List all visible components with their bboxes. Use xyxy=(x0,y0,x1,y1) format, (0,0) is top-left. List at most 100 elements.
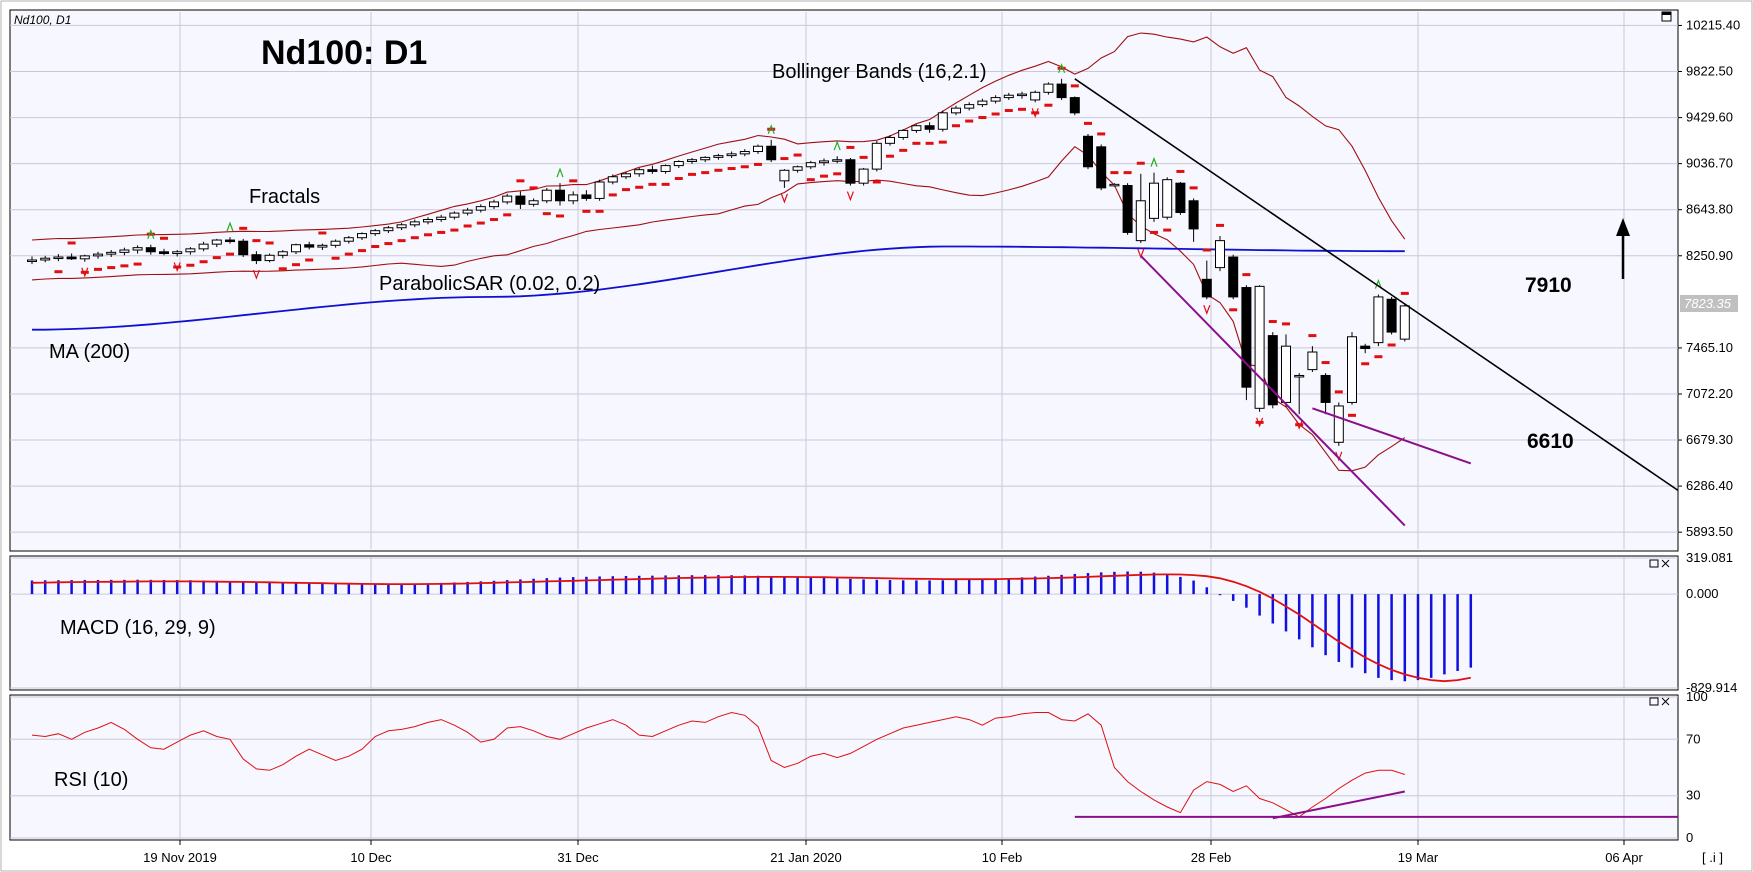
candle-body xyxy=(1162,179,1173,218)
rsi-tick-label: 70 xyxy=(1686,731,1700,746)
candle-body xyxy=(53,256,64,260)
macd-label: MACD (16, 29, 9) xyxy=(60,617,216,639)
candle-body xyxy=(1201,278,1212,298)
candle-body xyxy=(409,221,420,226)
fractal-up-marker xyxy=(1150,156,1158,167)
price-axis: 10215.40 9822.50 9429.60 9036.70 8643.80 8250… xyxy=(1678,17,1740,539)
date-tick-label: 19 Nov 2019 xyxy=(143,850,217,865)
candle-body xyxy=(792,166,803,171)
date-tick-label: 10 Feb xyxy=(982,850,1022,865)
candle-body xyxy=(27,259,37,262)
candle-body xyxy=(819,160,829,164)
candles xyxy=(27,78,1410,446)
trend-lines xyxy=(1074,78,1679,527)
candle-body xyxy=(687,159,697,162)
candle-body xyxy=(1175,182,1186,213)
symbol-label: Nd100, D1 xyxy=(14,13,71,27)
bollinger-label: Bollinger Bands (16,2.1) xyxy=(772,61,987,83)
candle-body xyxy=(964,104,975,109)
scroll-to-end-icon[interactable]: [ .i ] xyxy=(1702,850,1723,865)
bollinger-upper xyxy=(31,32,1406,241)
candle-body xyxy=(304,244,315,248)
macd-window-controls-icon[interactable] xyxy=(1649,559,1670,568)
candle-body xyxy=(106,251,117,255)
candle-body xyxy=(1241,287,1252,388)
channel-line-upper xyxy=(1312,407,1472,465)
candle-body xyxy=(317,244,328,248)
price-tick-label: 7072.20 xyxy=(1686,386,1733,401)
candle-body xyxy=(1003,94,1014,99)
candle-body xyxy=(1281,345,1291,403)
candle-body xyxy=(753,145,763,153)
candle-body xyxy=(291,244,301,253)
candle-body xyxy=(1360,345,1371,350)
candle-body xyxy=(634,169,645,175)
candle-body xyxy=(1215,240,1225,269)
candle-body xyxy=(1188,200,1199,230)
candle-body xyxy=(528,200,539,205)
candle-body xyxy=(660,165,671,172)
candle-body xyxy=(330,240,341,246)
candle-body xyxy=(977,100,988,106)
candle-body xyxy=(1109,183,1120,187)
candle-body xyxy=(1254,285,1265,409)
up-arrow-icon xyxy=(1616,218,1630,279)
maximize-icon[interactable] xyxy=(1661,11,1672,22)
candle-body xyxy=(726,153,737,157)
candle-body xyxy=(238,240,249,256)
rsi-label: RSI (10) xyxy=(54,769,128,791)
candle-body xyxy=(990,97,1001,102)
rsi-tick-label: 0 xyxy=(1686,830,1693,845)
fractals-label: Fractals xyxy=(249,186,320,208)
fractal-down-marker xyxy=(252,269,260,280)
rsi-panel xyxy=(9,694,1679,841)
rsi-window-controls-icon[interactable] xyxy=(1649,697,1670,706)
candle-body xyxy=(225,239,235,243)
svg-text:[ .i ]: [ .i ] xyxy=(1702,850,1723,865)
candle-body xyxy=(462,209,473,214)
date-tick-label: 28 Feb xyxy=(1191,850,1231,865)
candle-body xyxy=(40,257,51,261)
candle-body xyxy=(132,247,143,251)
fractal-down-marker xyxy=(846,191,854,202)
candle-body xyxy=(1122,185,1133,233)
candle-body xyxy=(1307,351,1318,371)
last-price-label: 7823.35 xyxy=(1684,296,1732,311)
candle-body xyxy=(911,125,922,131)
candle-body xyxy=(159,251,169,255)
fractal-down-marker xyxy=(1031,108,1039,118)
candle-body xyxy=(1386,298,1397,333)
candle-body xyxy=(1083,135,1093,168)
fractal-up-marker xyxy=(833,140,841,151)
candle-body xyxy=(1347,336,1357,403)
candle-body xyxy=(871,142,882,170)
ma200-line xyxy=(32,245,1405,331)
ma-label: MA (200) xyxy=(49,341,130,363)
candle-body xyxy=(357,233,367,239)
macd-tick-label: 319.081 xyxy=(1686,550,1733,565)
candle-body xyxy=(647,169,658,172)
rsi-axis: 100 70 30 0 xyxy=(1686,689,1708,845)
candle-body xyxy=(607,176,618,183)
candle-body xyxy=(93,253,103,257)
price-tick-label: 8250.90 xyxy=(1686,248,1733,263)
candle-body xyxy=(396,224,407,229)
candle-body xyxy=(383,227,394,232)
candle-body xyxy=(502,195,513,203)
candle-body xyxy=(277,251,288,256)
fractal-down-marker xyxy=(81,267,89,278)
date-tick-label: 21 Jan 2020 xyxy=(770,850,842,865)
level-low-label: 6610 xyxy=(1527,430,1574,453)
candle-body xyxy=(1294,374,1305,378)
date-tick-label: 10 Dec xyxy=(350,850,392,865)
candle-body xyxy=(264,254,275,262)
price-tick-label: 9429.60 xyxy=(1686,110,1733,125)
bollinger-lower xyxy=(31,145,1406,472)
candle-body xyxy=(1373,296,1384,344)
fractal-up-marker xyxy=(1058,63,1066,74)
date-tick-label: 19 Mar xyxy=(1398,850,1439,865)
candle-body xyxy=(568,194,579,202)
macd-histogram xyxy=(30,571,1473,682)
fractal-up-marker xyxy=(1374,278,1382,289)
fractal-down-marker xyxy=(1295,419,1303,430)
